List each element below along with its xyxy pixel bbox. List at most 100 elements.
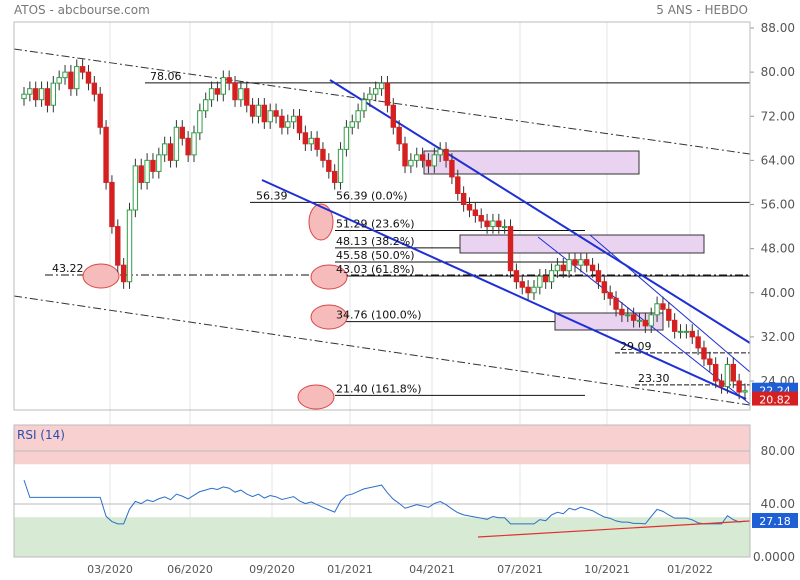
candle — [730, 357, 736, 389]
y-tick-label: 88.00 — [761, 21, 795, 35]
candle-body — [531, 286, 537, 294]
candle-body — [390, 104, 396, 128]
candle — [226, 70, 232, 91]
candle — [161, 136, 168, 163]
candle-body — [455, 176, 461, 194]
level-label: 29.09 — [620, 340, 652, 353]
channel-upper — [329, 79, 751, 344]
candle-body — [220, 77, 227, 95]
candle — [320, 142, 326, 168]
candle — [419, 147, 426, 168]
candle-body — [701, 347, 707, 360]
candle-body — [519, 281, 525, 288]
candle — [548, 263, 555, 289]
candle-body — [378, 82, 385, 90]
candle — [630, 307, 637, 328]
candle-body — [326, 159, 332, 172]
candle-body — [695, 336, 701, 349]
candle-body — [666, 308, 672, 321]
candle — [607, 285, 613, 306]
candle — [390, 98, 396, 135]
candle — [109, 175, 115, 234]
level-label: 51.29 (23.6%) — [336, 217, 415, 230]
candle — [742, 383, 748, 400]
candle-body — [249, 104, 256, 117]
candle — [589, 258, 596, 278]
candle — [308, 131, 314, 151]
candle-body — [490, 220, 496, 228]
candle-body — [472, 209, 479, 217]
rsi-tick-label: 0.0000 — [753, 550, 795, 564]
candle-body — [115, 226, 121, 266]
candle — [408, 153, 414, 174]
candle — [660, 296, 666, 317]
candle — [507, 219, 514, 278]
candle — [578, 252, 584, 273]
candle — [525, 280, 531, 300]
y-tick-label: 56.00 — [761, 198, 795, 212]
fib-ellipse — [308, 203, 334, 241]
y-tick-label: 48.00 — [761, 242, 795, 256]
candle-body — [478, 215, 484, 222]
candle-body — [654, 303, 660, 316]
candle — [331, 164, 338, 190]
y-tick-label: 32.00 — [761, 330, 795, 344]
candle — [38, 81, 45, 107]
candle-body — [285, 121, 291, 128]
candle — [689, 324, 695, 345]
candle — [185, 131, 191, 163]
candle-body — [525, 286, 531, 294]
candle — [554, 258, 561, 278]
candle — [355, 103, 361, 129]
y-tick-label: 80.00 — [761, 65, 795, 79]
candle — [666, 302, 672, 328]
candle — [208, 81, 215, 107]
candle — [33, 81, 39, 107]
level-label: 56.39 — [256, 189, 288, 202]
rsi-oversold-zone — [14, 517, 750, 557]
x-tick-label: 04/2021 — [409, 563, 455, 576]
candle — [238, 81, 244, 107]
candle-body — [103, 126, 109, 183]
candle — [542, 269, 549, 289]
candle-body — [244, 88, 250, 106]
candle-body — [279, 115, 285, 128]
candle — [361, 92, 367, 118]
level-label: 56.39 (0.0%) — [336, 189, 408, 202]
low-price-label: 20.82 — [759, 394, 791, 407]
candle-body — [642, 319, 649, 327]
resistance-box — [459, 234, 705, 254]
candle — [513, 263, 520, 289]
candle — [437, 142, 443, 163]
candle-body — [238, 88, 244, 101]
candle-body — [484, 220, 490, 228]
candle — [150, 153, 156, 179]
candle-body — [173, 126, 180, 161]
candle — [496, 213, 502, 234]
rsi-line — [23, 479, 746, 525]
candle-body — [208, 88, 215, 101]
level-label: 43.03 (61.8%) — [336, 263, 415, 276]
y-tick-label: 40.00 — [761, 286, 795, 300]
lower-trendline — [13, 295, 751, 406]
candle — [490, 213, 496, 234]
candle-body — [648, 314, 654, 327]
candle — [431, 147, 438, 174]
candle — [718, 373, 725, 394]
candle-body — [185, 137, 191, 156]
candle-body — [613, 297, 619, 310]
candle — [249, 98, 256, 124]
x-tick-label: 06/2020 — [167, 563, 213, 576]
candle — [167, 136, 174, 168]
candle-body — [466, 204, 473, 211]
candle — [443, 142, 449, 168]
candle-body — [120, 264, 127, 283]
candle — [707, 351, 713, 372]
candle — [671, 313, 678, 339]
candle — [566, 252, 572, 278]
candle — [701, 340, 707, 367]
candle-body — [548, 270, 555, 283]
candle — [156, 147, 162, 179]
candle-body — [507, 226, 514, 272]
